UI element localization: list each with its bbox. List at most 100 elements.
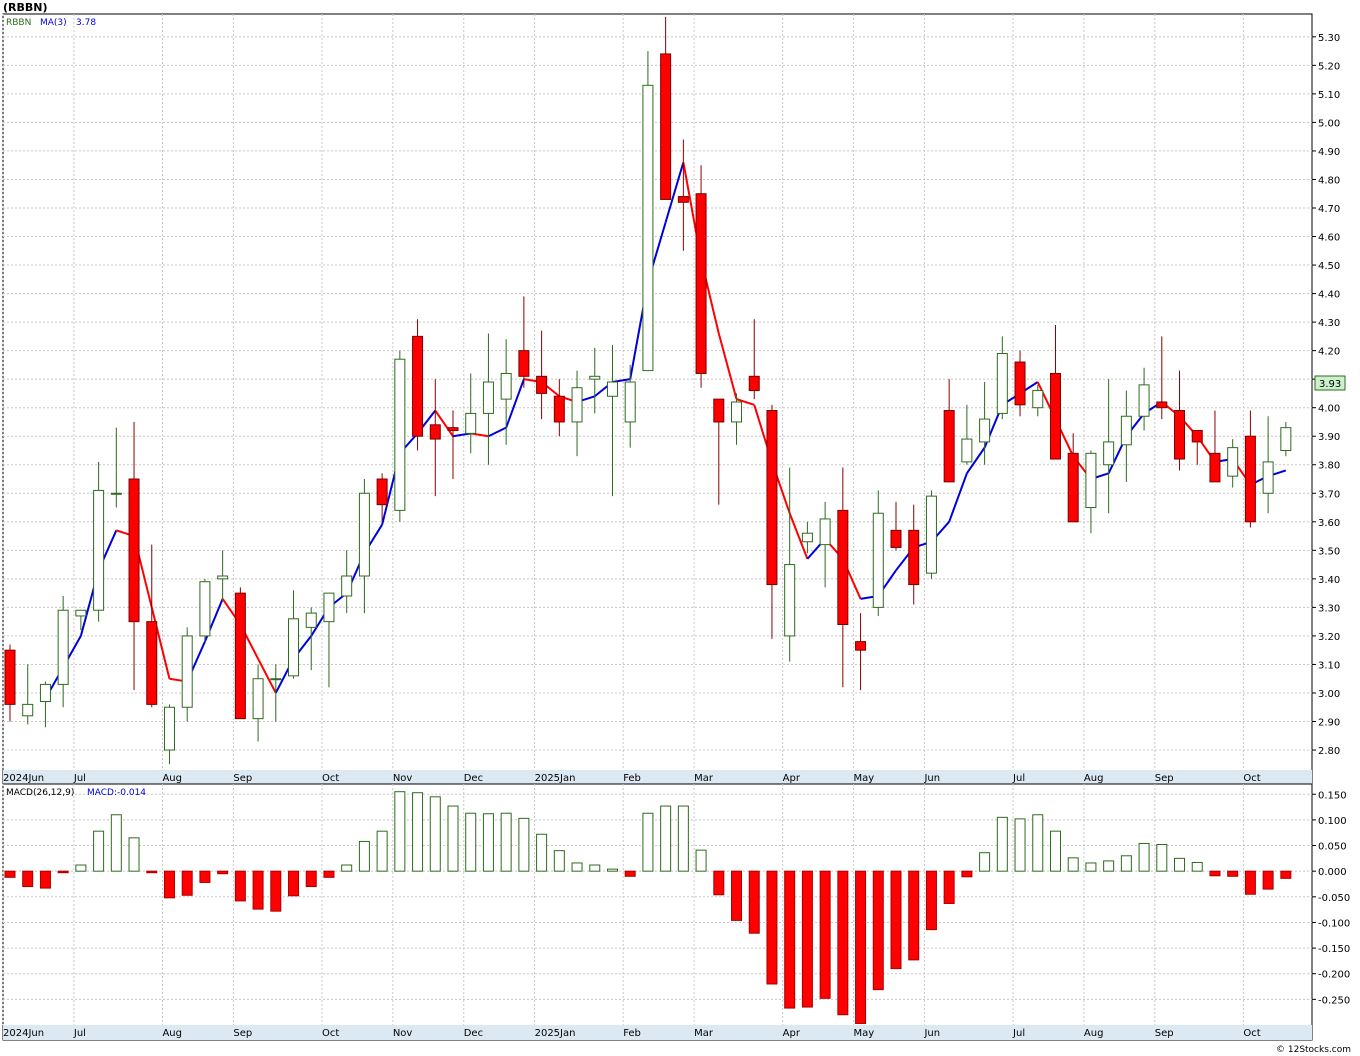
macd-bar-negative [234, 870, 246, 902]
macd-gridlines [2, 784, 1312, 1025]
macd-bar-positive [341, 864, 353, 872]
macd-bar-positive [1032, 814, 1044, 872]
macd-y-tick-label: 0.100 [1318, 816, 1347, 827]
macd-bar-positive [75, 864, 87, 872]
candle-body-down [908, 529, 920, 586]
macd-y-axis: -0.250 -0.200 -0.150 -0.100 -0.050 0.000 0.050… [1312, 790, 1350, 1006]
macd-bar-negative [943, 870, 955, 904]
candle-body-up [731, 401, 743, 423]
macd-x-tick-label: Dec [464, 1028, 483, 1039]
macd-x-tick-label: May [854, 1028, 875, 1039]
candle-body-up [1032, 390, 1044, 409]
candle-body-up [872, 512, 884, 608]
macd-legend-value: MACD:-0.014 [87, 788, 146, 798]
macd-bar-positive [465, 812, 477, 872]
candle-body-up [500, 372, 512, 400]
macd-bar-negative [1209, 870, 1221, 877]
candle-body-up [163, 706, 175, 751]
macd-bar-negative [39, 870, 51, 889]
price-y-tick-label: 4.00 [1318, 404, 1340, 415]
macd-bar-positive [1156, 844, 1168, 872]
price-x-tick-label: Jul [1012, 773, 1025, 784]
macd-bar-positive [110, 814, 122, 872]
macd-x-tick-label: Oct [1243, 1028, 1260, 1039]
candle-body-down [1209, 452, 1221, 483]
macd-bar-positive [677, 805, 689, 872]
macd-bar-positive [571, 862, 583, 872]
macd-bar-positive [500, 812, 512, 872]
macd-bar-negative [305, 870, 317, 888]
macd-bar-negative [908, 870, 920, 961]
price-y-tick-label: 5.00 [1318, 118, 1340, 129]
candle-body-down [1174, 410, 1186, 460]
price-y-tick-label: 3.50 [1318, 546, 1340, 557]
macd-x-tick-label: Aug [1084, 1028, 1104, 1039]
ma3-segment [717, 333, 738, 400]
macd-x-tick-label: Feb [623, 1028, 641, 1039]
macd-x-tick-label: Sep [233, 1028, 252, 1039]
macd-bar-positive [412, 792, 424, 872]
macd-bar-negative [22, 870, 34, 888]
candle-body-up [305, 612, 317, 628]
macd-x-tick-label: Sep [1155, 1028, 1174, 1039]
price-y-tick-label: 3.80 [1318, 461, 1340, 472]
macd-bar-positive [589, 864, 601, 872]
macd-bar-positive [518, 817, 530, 872]
macd-bar-positive [660, 805, 672, 872]
price-y-tick-label: 5.30 [1318, 33, 1340, 44]
candle-body-up [39, 683, 51, 703]
price-y-tick-label: 2.90 [1318, 718, 1340, 729]
ma3-segment [257, 658, 277, 694]
candle-body-up [1085, 452, 1097, 509]
candle-body-down [553, 395, 565, 423]
macd-bar-negative [57, 870, 69, 874]
chart-symbol-title: (RBBN) [3, 1, 48, 14]
candle-body-down [128, 478, 140, 623]
price-x-tick-label: Nov [393, 773, 413, 784]
price-x-tick-label: Feb [623, 773, 641, 784]
candle-body-up [110, 492, 122, 495]
price-y-tick-label: 4.20 [1318, 347, 1340, 358]
ma3-segment [505, 378, 525, 429]
price-y-tick-label: 2.80 [1318, 746, 1340, 757]
macd-bar-negative [217, 870, 229, 875]
price-y-tick-label: 5.20 [1318, 61, 1340, 72]
candle-body-up [323, 592, 335, 623]
candle-body-up [606, 381, 618, 397]
price-y-tick-label: 4.90 [1318, 147, 1340, 158]
ma3-segment [948, 472, 968, 523]
ma3-segment [488, 426, 507, 438]
macd-bar-negative [855, 870, 867, 1024]
candle-body-down [412, 335, 424, 437]
macd-bar-negative [766, 870, 778, 985]
macd-y-tick-label: -0.150 [1318, 944, 1350, 955]
candle-body-up [996, 352, 1008, 414]
candle-body-up [22, 703, 34, 717]
last-price-badge: 3.93 [1314, 375, 1346, 391]
macd-bar-positive [93, 830, 105, 872]
price-x-tick-label: Oct [1243, 773, 1260, 784]
price-y-tick-label: 4.80 [1318, 175, 1340, 186]
candle-body-down [1156, 401, 1168, 409]
candle-body-up [1138, 384, 1150, 417]
macd-bar-positive [695, 849, 707, 872]
candle-body-down [146, 621, 158, 705]
candle-body-down [1049, 372, 1061, 460]
macd-y-tick-label: -0.200 [1318, 970, 1350, 981]
price-x-tick-label: Sep [1155, 773, 1174, 784]
macd-y-tick-label: -0.050 [1318, 893, 1350, 904]
price-x-tick-label: May [854, 773, 875, 784]
macd-x-axis: 2024Jun Jul Aug Sep Oct Nov Dec 2025Jan Feb Mar Ap… [3, 1028, 1261, 1039]
price-x-tick-label: Mar [694, 773, 714, 784]
candle-body-up [642, 84, 654, 372]
macd-date-axis-band [3, 1025, 1312, 1040]
ma3-segment [788, 512, 809, 560]
price-panel [2, 13, 1313, 785]
macd-bar-positive [1138, 842, 1150, 872]
candle-body-up [1120, 415, 1132, 446]
macd-bar-negative [784, 870, 796, 1009]
price-y-tick-label: 4.30 [1318, 318, 1340, 329]
macd-bar-negative [4, 870, 16, 878]
macd-bar-negative [748, 870, 760, 934]
macd-bar-negative [252, 870, 264, 910]
